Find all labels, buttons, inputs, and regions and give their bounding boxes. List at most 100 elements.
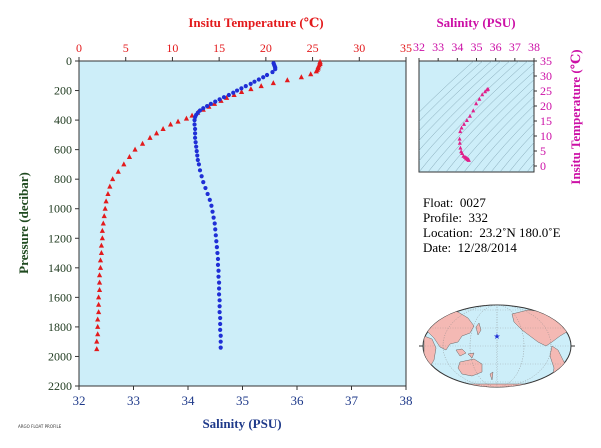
temperature-point [101, 213, 107, 219]
salinity-point [209, 203, 214, 208]
salinity-tick-label: 37 [345, 393, 359, 408]
salinity-point [270, 69, 275, 75]
ts-point [458, 129, 463, 134]
pressure-tick-label: 2000 [48, 349, 72, 363]
temperature-tick-label: 20 [260, 41, 272, 55]
salinity-point [213, 227, 218, 232]
float-label: Float: [423, 195, 454, 210]
credit-text: ARGO FLOAT PROFILE [18, 424, 62, 429]
ts-temperature-tick-label: 10 [540, 129, 552, 143]
ts-point [471, 108, 476, 113]
info-profile: Profile: 332 [423, 210, 488, 226]
salinity-point [216, 274, 221, 279]
temperature-point [96, 294, 102, 300]
temperature-point [110, 176, 116, 182]
temperature-point [94, 346, 100, 352]
pressure-tick-label: 200 [54, 84, 72, 98]
salinity-point [217, 97, 222, 102]
density-contour [419, 61, 492, 131]
salinity-point [205, 191, 210, 197]
temperature-tick-label: 10 [166, 41, 178, 55]
star-icon: ★ [493, 332, 500, 341]
ts-point [458, 145, 463, 150]
profile-label: Profile: [423, 210, 462, 225]
salinity-point [192, 135, 198, 140]
profile-value: 332 [468, 210, 489, 225]
salinity-point [216, 292, 222, 297]
temperature-point [121, 161, 127, 167]
date-label: Date: [423, 240, 452, 255]
temperature-axis: 0 5 10 15 20 25 30 35 [76, 41, 412, 61]
salinity-point [199, 174, 204, 179]
salinity-axis-title: Salinity (PSU) [202, 416, 281, 431]
salinity-point [201, 180, 206, 185]
temperature-point [98, 250, 105, 256]
pressure-tick-label: 1800 [48, 320, 72, 334]
ts-point [480, 92, 485, 97]
temperature-point [97, 257, 104, 263]
density-contour [472, 105, 534, 172]
salinity-tick-label: 33 [127, 393, 140, 408]
pressure-axis-title: Pressure (decibar) [16, 172, 31, 274]
temperature-point [96, 301, 102, 307]
salinity-point [204, 103, 210, 109]
temperature-point [95, 316, 101, 322]
salinity-tick-label: 36 [291, 393, 305, 408]
salinity-series [192, 61, 278, 350]
salinity-point [212, 221, 217, 226]
location-value: 23.2˚N 180.0˚E [479, 225, 561, 240]
temperature-point [160, 125, 166, 131]
temperature-point [96, 272, 103, 278]
world-map: ★ [419, 304, 575, 388]
date-value: 12/28/2014 [457, 240, 517, 255]
location-label: Location: [423, 225, 473, 240]
info-location: Location: 23.2˚N 180.0˚E [423, 225, 561, 241]
info-date: Date: 12/28/2014 [423, 240, 517, 256]
temperature-tick-label: 0 [76, 41, 82, 55]
salinity-tick-label: 35 [236, 393, 249, 408]
temperature-point [175, 118, 181, 124]
ts-temperature-tick-label: 15 [540, 114, 552, 128]
ts-temperature-tick-label: 25 [540, 84, 552, 98]
ts-density-contours [419, 61, 534, 172]
density-contour [445, 79, 534, 172]
ts-point [457, 140, 462, 145]
salinity-point [218, 339, 223, 344]
temperature-point [100, 220, 106, 226]
temperature-point [147, 134, 153, 140]
ts-point [464, 118, 469, 122]
ts-temperature-tick-label: 20 [540, 99, 552, 113]
salinity-point [221, 95, 227, 100]
temperature-axis-title: Insitu Temperature (℃) [188, 15, 323, 30]
temperature-point [95, 331, 101, 337]
salinity-point [218, 327, 223, 332]
salinity-point [201, 106, 206, 111]
ts-salinity-title: Salinity (PSU) [436, 15, 515, 30]
temperature-point [126, 154, 133, 160]
pressure-tick-label: 1200 [48, 231, 72, 245]
temperature-point [96, 286, 103, 292]
pressure-axis: 0 200 400 600 800 1000 1200 1400 1600 1800 2000 220… [48, 54, 79, 393]
ts-temperature-tick-label: 30 [540, 69, 552, 83]
salinity-point [218, 315, 223, 321]
ts-curve [457, 86, 490, 162]
salinity-point [192, 126, 198, 132]
temperature-point [258, 83, 264, 89]
salinity-point [218, 333, 223, 338]
ts-point [486, 86, 490, 91]
ts-temperature-tick-label: 5 [540, 144, 546, 158]
salinity-point [214, 245, 219, 250]
salinity-point [273, 67, 278, 72]
temperature-point [167, 121, 174, 127]
salinity-axis: 32 33 34 35 36 37 38 [73, 386, 413, 408]
pressure-tick-label: 800 [54, 172, 72, 186]
salinity-point [195, 153, 200, 158]
temperature-point [107, 183, 113, 189]
temperature-point [102, 205, 108, 211]
temperature-point [270, 80, 276, 86]
salinity-point [194, 149, 199, 154]
salinity-point [192, 117, 197, 123]
pressure-tick-label: 0 [66, 54, 72, 68]
